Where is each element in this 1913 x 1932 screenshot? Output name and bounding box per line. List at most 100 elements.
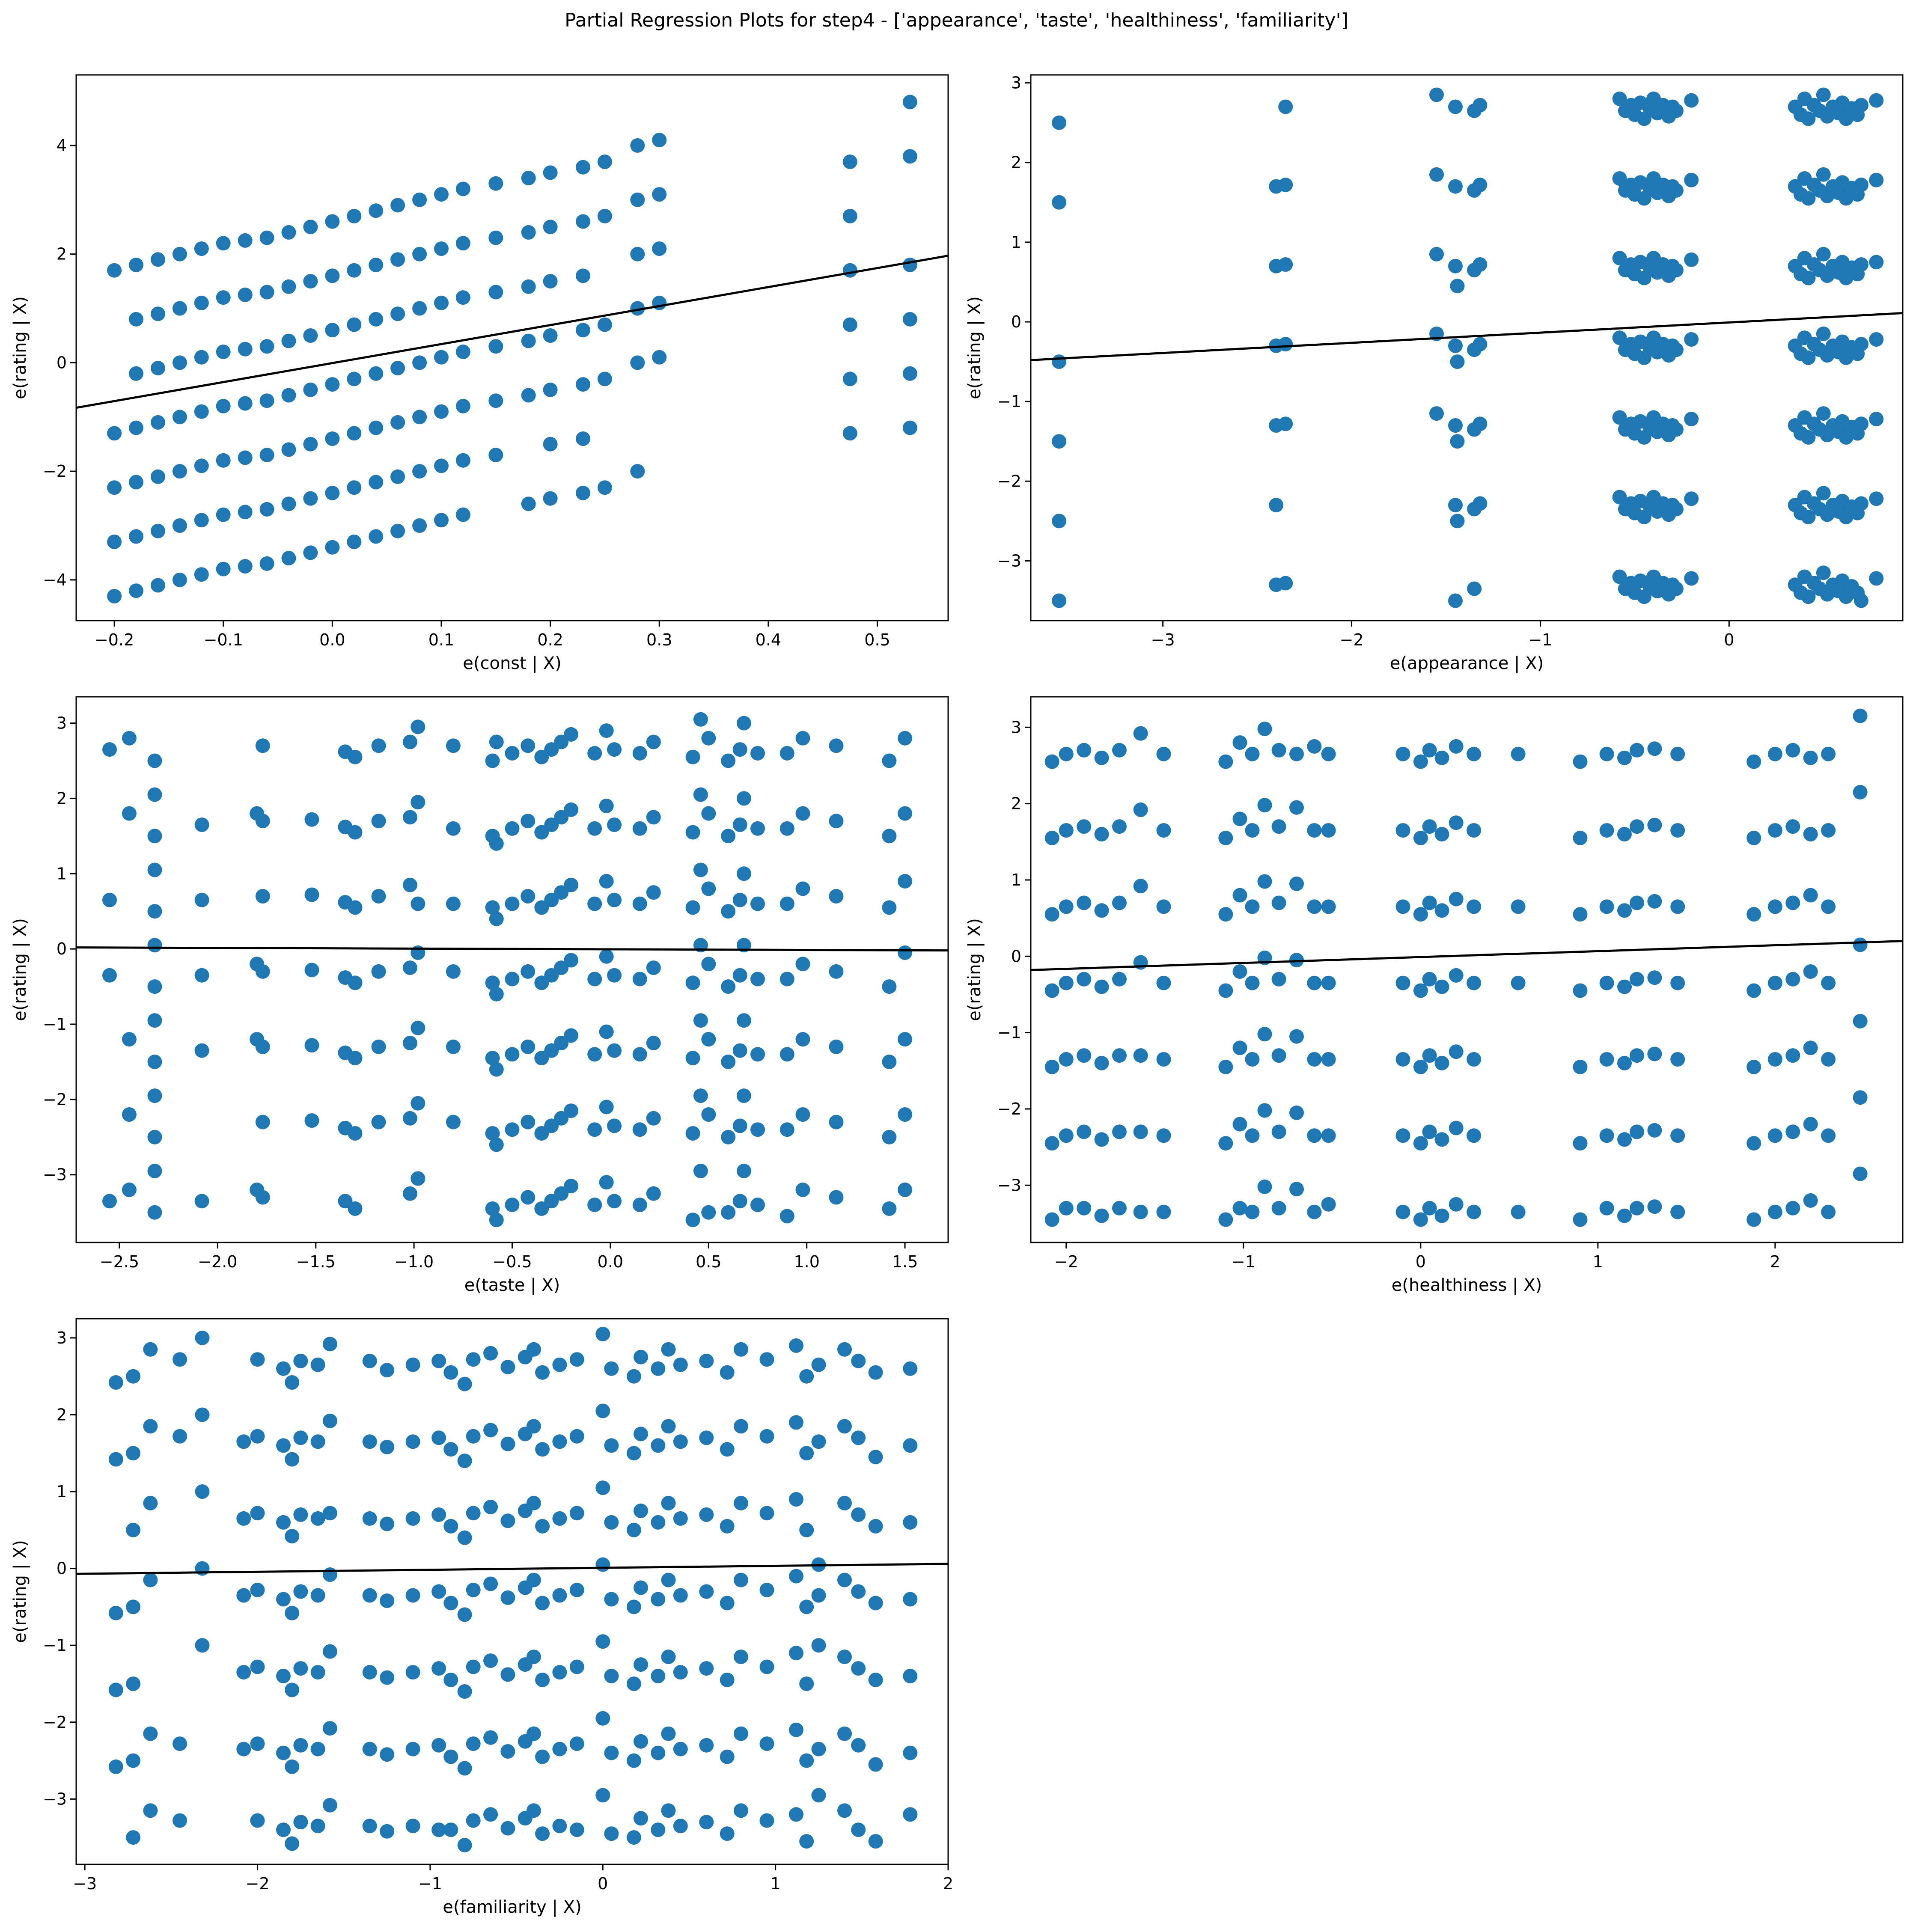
x-tick-label: −1 <box>418 1874 442 1893</box>
data-point <box>868 1757 883 1772</box>
data-point <box>564 802 579 817</box>
data-point <box>720 1826 735 1841</box>
data-point <box>434 187 449 202</box>
data-point <box>143 1803 158 1818</box>
data-point <box>1422 743 1437 758</box>
data-point <box>1448 338 1463 353</box>
data-point <box>1599 899 1614 914</box>
data-point <box>1271 895 1286 910</box>
data-point <box>543 165 558 180</box>
data-point <box>500 1744 515 1759</box>
data-point <box>285 1452 300 1467</box>
data-point <box>1669 581 1684 596</box>
data-point <box>599 874 614 889</box>
data-point <box>632 896 647 911</box>
data-point <box>882 1201 897 1216</box>
data-point <box>554 734 569 749</box>
data-point <box>1803 1193 1818 1208</box>
data-point <box>107 589 122 603</box>
data-point <box>1630 1048 1644 1063</box>
y-tick-label: 3 <box>57 714 67 733</box>
data-point <box>505 972 520 987</box>
y-tick-label: −1 <box>997 1023 1021 1042</box>
data-point <box>500 1590 515 1605</box>
data-point <box>325 323 340 338</box>
data-point <box>1278 576 1293 591</box>
data-point <box>402 960 417 975</box>
data-point <box>673 1511 688 1526</box>
data-point <box>720 1673 735 1687</box>
data-point <box>489 1137 504 1152</box>
data-point <box>1307 1204 1322 1219</box>
data-point <box>412 355 427 370</box>
y-tick-label: −1 <box>43 1015 67 1034</box>
data-point <box>369 203 384 218</box>
data-point <box>455 181 470 196</box>
data-point <box>630 138 645 153</box>
data-point <box>1321 746 1336 761</box>
data-point <box>380 1363 395 1378</box>
data-point <box>1094 903 1109 918</box>
data-point <box>362 1588 377 1603</box>
data-point <box>587 1198 602 1213</box>
data-point <box>1785 1048 1800 1063</box>
data-point <box>1232 888 1247 903</box>
data-point <box>485 1126 500 1141</box>
data-point <box>147 1205 162 1220</box>
data-point <box>369 475 384 490</box>
data-point <box>535 1365 550 1380</box>
data-point <box>1854 177 1868 192</box>
data-point <box>1853 785 1868 800</box>
data-point <box>293 1738 308 1753</box>
data-point <box>147 862 162 877</box>
data-point <box>1803 827 1818 841</box>
data-point <box>721 829 736 844</box>
x-tick-label: 0 <box>598 1874 608 1893</box>
data-point <box>238 342 253 357</box>
data-point <box>293 1430 308 1445</box>
data-point <box>851 1661 866 1676</box>
data-point <box>587 821 602 836</box>
data-point <box>685 1051 700 1066</box>
data-point <box>1617 979 1632 994</box>
data-point <box>1112 819 1127 834</box>
data-point <box>108 1682 123 1697</box>
data-point <box>1854 496 1868 511</box>
data-point <box>1612 330 1627 345</box>
data-point <box>646 810 661 825</box>
data-point <box>126 1753 141 1768</box>
data-point <box>903 1361 918 1376</box>
data-point <box>646 885 661 900</box>
data-point <box>1413 754 1428 769</box>
data-point <box>1052 354 1067 369</box>
data-point <box>1245 1204 1260 1219</box>
data-point <box>466 1429 481 1444</box>
data-point <box>108 1452 123 1467</box>
data-point <box>347 208 362 223</box>
data-point <box>701 881 716 896</box>
data-point <box>779 746 794 761</box>
data-point <box>304 1038 319 1053</box>
data-point <box>736 1013 751 1028</box>
data-point <box>1289 800 1304 815</box>
data-point <box>446 1115 461 1129</box>
data-point <box>380 1670 395 1685</box>
data-point <box>143 1572 158 1587</box>
data-point <box>310 1665 325 1680</box>
data-point <box>543 491 558 506</box>
data-point <box>194 968 209 983</box>
data-point <box>829 738 844 753</box>
data-point <box>882 900 897 915</box>
data-point <box>597 317 612 332</box>
data-point <box>1271 1124 1286 1139</box>
data-point <box>362 1434 377 1449</box>
data-point <box>1617 827 1632 841</box>
data-point <box>721 1054 736 1069</box>
y-tick-label: 0 <box>57 353 67 372</box>
data-point <box>535 1442 550 1457</box>
data-point <box>1044 830 1059 845</box>
data-point <box>285 1682 300 1697</box>
data-point <box>750 1198 765 1213</box>
data-point <box>750 821 765 836</box>
data-point <box>652 241 667 256</box>
